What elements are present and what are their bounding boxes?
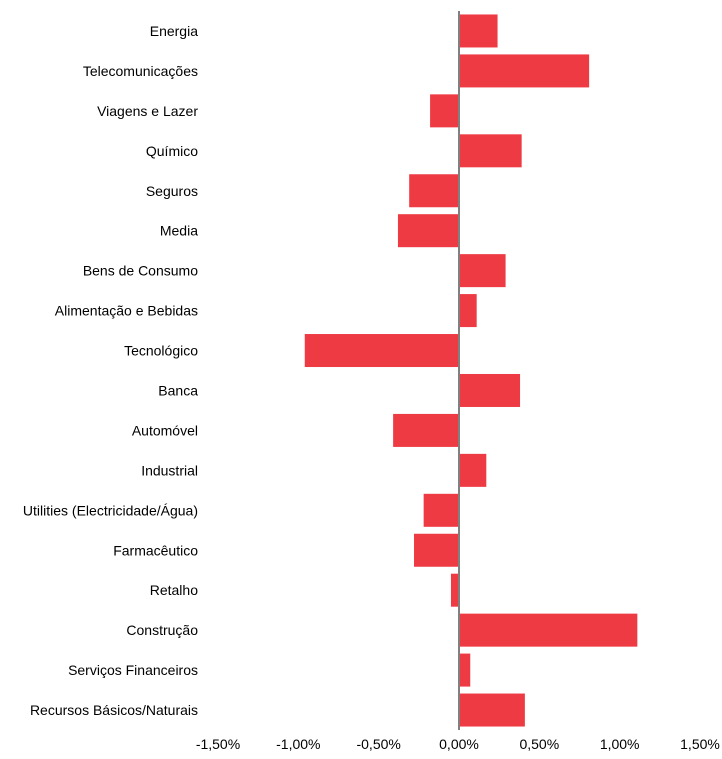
- bars-layer: [304, 14, 638, 727]
- category-label: Retalho: [150, 582, 198, 598]
- x-tick-label: -0,50%: [356, 736, 400, 752]
- category-label: Serviços Financeiros: [68, 662, 198, 678]
- bar: [459, 14, 498, 48]
- x-tick-label: 1,50%: [680, 736, 720, 752]
- category-label: Construção: [126, 622, 198, 638]
- bar: [450, 573, 459, 607]
- category-labels: Energia Telecomunicações Viagens e Lazer Qu…: [23, 23, 198, 718]
- bar: [459, 453, 487, 487]
- category-label: Industrial: [141, 462, 198, 478]
- category-label: Automóvel: [132, 422, 198, 438]
- category-label: Químico: [146, 143, 198, 159]
- category-label: Viagens e Lazer: [97, 103, 198, 119]
- bar: [459, 693, 525, 727]
- category-label: Telecomunicações: [83, 63, 198, 79]
- x-tick-label: -1,00%: [276, 736, 320, 752]
- bar: [459, 54, 590, 88]
- category-label: Tecnológico: [124, 343, 198, 359]
- bar: [459, 373, 521, 407]
- bar: [459, 294, 477, 328]
- x-tick-label: -1,50%: [196, 736, 240, 752]
- category-label: Media: [160, 223, 198, 239]
- bar: [409, 174, 459, 208]
- x-tick-labels: -1,50% -1,00% -0,50% 0,00% 0,50% 1,00% 1,50%: [196, 736, 720, 752]
- bar: [397, 214, 459, 248]
- bar: [423, 493, 459, 527]
- bar: [393, 413, 459, 447]
- bar: [430, 94, 459, 128]
- x-tick-label: 0,50%: [519, 736, 559, 752]
- category-label: Seguros: [146, 183, 198, 199]
- bar: [459, 613, 638, 647]
- category-label: Recursos Básicos/Naturais: [30, 702, 198, 718]
- category-label: Bens de Consumo: [83, 263, 198, 279]
- bar: [459, 134, 522, 168]
- bar: [459, 653, 471, 687]
- bar: [414, 533, 459, 567]
- category-label: Alimentação e Bebidas: [55, 303, 198, 319]
- x-tick-label: 0,00%: [439, 736, 479, 752]
- category-label: Energia: [150, 23, 198, 39]
- x-tick-label: 1,00%: [600, 736, 640, 752]
- category-label: Banca: [158, 382, 198, 398]
- category-label: Utilities (Electricidade/Água): [23, 502, 198, 518]
- bar: [304, 334, 459, 368]
- bar: [459, 254, 506, 288]
- category-label: Farmacêutico: [113, 542, 198, 558]
